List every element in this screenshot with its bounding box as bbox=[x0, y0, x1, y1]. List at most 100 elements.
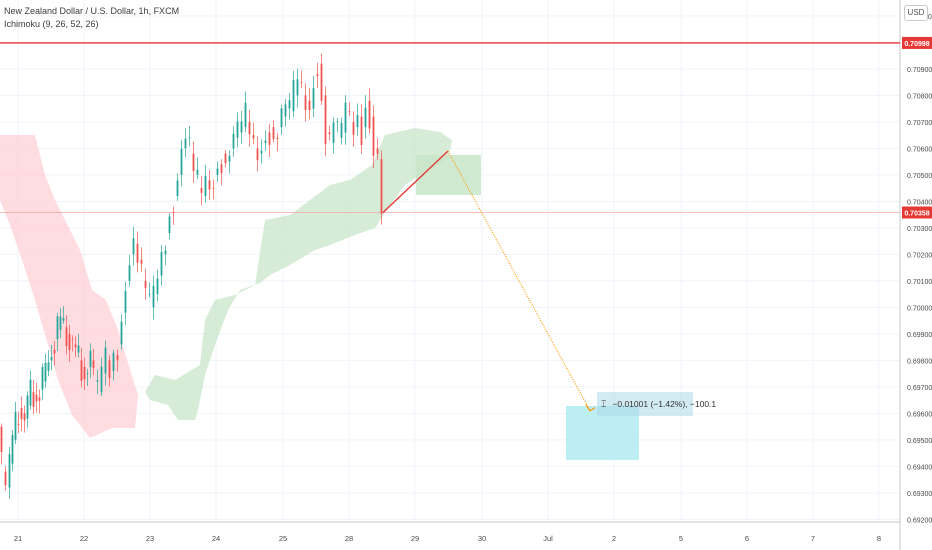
candle-body bbox=[56, 316, 59, 340]
candle-body bbox=[132, 238, 135, 255]
candle-body bbox=[108, 360, 111, 379]
candle-body bbox=[376, 148, 379, 154]
candle-body bbox=[204, 176, 207, 197]
candle-body bbox=[212, 188, 215, 189]
candle-body bbox=[92, 360, 95, 368]
y-tick-label: 0.69400 bbox=[907, 464, 932, 471]
candle-body bbox=[128, 265, 131, 281]
candle-body bbox=[300, 82, 303, 84]
chart-legend: New Zealand Dollar / U.S. Dollar, 1h, FX… bbox=[4, 5, 179, 31]
projection-down-segment[interactable] bbox=[447, 150, 591, 411]
candle-body bbox=[364, 107, 367, 128]
candle-body bbox=[59, 316, 62, 330]
candle-body bbox=[4, 471, 7, 486]
candle-body bbox=[8, 454, 11, 488]
candle-body bbox=[208, 180, 211, 190]
candle-body bbox=[356, 115, 359, 128]
indicator-label[interactable]: Ichimoku (9, 26, 52, 26) bbox=[4, 19, 99, 29]
candle-body bbox=[220, 164, 223, 174]
candle-body bbox=[148, 293, 151, 295]
candle-body bbox=[35, 394, 38, 402]
ichimoku-cloud-bullish bbox=[145, 128, 452, 420]
candle-body bbox=[268, 132, 271, 145]
candle-body bbox=[324, 95, 327, 145]
candle-body bbox=[89, 350, 92, 367]
y-tick-label: 0.70400 bbox=[907, 199, 932, 206]
candle-body bbox=[244, 102, 247, 128]
candle-body bbox=[77, 345, 80, 353]
candle-body bbox=[224, 153, 227, 164]
candle-body bbox=[164, 250, 167, 255]
candle-body bbox=[104, 347, 107, 374]
symbol-title[interactable]: New Zealand Dollar / U.S. Dollar, 1h, FX… bbox=[4, 6, 180, 16]
candle-body bbox=[192, 153, 195, 172]
projection-up-segment[interactable] bbox=[382, 150, 449, 214]
x-tick-label: 6 bbox=[745, 534, 749, 543]
x-tick-label: 21 bbox=[14, 534, 22, 543]
candle-body bbox=[360, 116, 363, 146]
candle-body bbox=[20, 408, 23, 419]
candle-body bbox=[256, 148, 259, 161]
candle-body bbox=[236, 121, 239, 138]
resistance-price-tag-bg bbox=[902, 36, 932, 49]
candle-body bbox=[276, 137, 279, 139]
candle-body bbox=[17, 423, 20, 425]
currency-badge[interactable]: USD bbox=[904, 5, 928, 21]
y-tick-label: 0.70600 bbox=[907, 146, 932, 153]
candle-body bbox=[180, 148, 183, 175]
candle-body bbox=[288, 100, 291, 109]
candle-body bbox=[340, 122, 343, 138]
candle-body bbox=[292, 79, 295, 112]
candle-body bbox=[140, 259, 143, 264]
last-price-tag-bg bbox=[902, 206, 932, 219]
entry-zone-box[interactable] bbox=[416, 155, 481, 195]
candle-body bbox=[368, 100, 371, 129]
ruler-icon: ⌶ bbox=[601, 399, 607, 409]
y-tick-label: 0.70700 bbox=[907, 120, 932, 127]
candle-body bbox=[228, 155, 231, 162]
y-tick-label: 0.69200 bbox=[907, 517, 932, 524]
candle-body bbox=[83, 366, 86, 380]
candle-body bbox=[53, 349, 56, 354]
y-tick-label: 0.70000 bbox=[907, 305, 932, 312]
x-tick-label: 8 bbox=[877, 534, 881, 543]
y-tick-label: 0.69700 bbox=[907, 385, 932, 392]
ichimoku-cloud-bearish bbox=[0, 135, 138, 438]
candle-body bbox=[74, 344, 77, 348]
candle-body bbox=[372, 116, 375, 156]
candle-body bbox=[41, 367, 44, 390]
candle-body bbox=[62, 318, 65, 321]
y-tick-label: 0.70800 bbox=[907, 93, 932, 100]
measure-value: −0.01001 (−1.42%), −100.1 bbox=[612, 399, 717, 409]
candle-body bbox=[0, 426, 3, 452]
y-tick-label: 0.69500 bbox=[907, 438, 932, 445]
candle-body bbox=[68, 333, 71, 351]
candle-body bbox=[168, 216, 171, 234]
candle-body bbox=[112, 352, 115, 371]
candle-body bbox=[96, 380, 99, 382]
x-tick-label: 7 bbox=[811, 534, 815, 543]
y-tick-label: 0.70900 bbox=[907, 67, 932, 74]
x-tick-label: Jul bbox=[543, 534, 553, 543]
candle-body bbox=[124, 291, 127, 313]
candle-body bbox=[29, 379, 32, 406]
candle-body bbox=[348, 111, 351, 113]
candle-body bbox=[47, 362, 50, 371]
candle-body bbox=[196, 169, 199, 175]
last-price-tag: 0.70358 bbox=[904, 211, 929, 218]
candle-body bbox=[14, 411, 17, 440]
measure-label: ⌶ −0.01001 (−1.42%), −100.1 bbox=[597, 392, 716, 416]
y-tick-label: 0.69900 bbox=[907, 332, 932, 339]
y-tick-label: 0.70500 bbox=[907, 173, 932, 180]
x-tick-label: 25 bbox=[279, 534, 287, 543]
candle-body bbox=[296, 79, 299, 96]
candle-body bbox=[232, 133, 235, 149]
candle-body bbox=[116, 355, 119, 361]
candle-body bbox=[44, 362, 47, 382]
x-tick-label: 28 bbox=[345, 534, 353, 543]
x-tick-label: 24 bbox=[212, 534, 220, 543]
candle-body bbox=[308, 100, 311, 111]
candle-body bbox=[144, 280, 147, 288]
